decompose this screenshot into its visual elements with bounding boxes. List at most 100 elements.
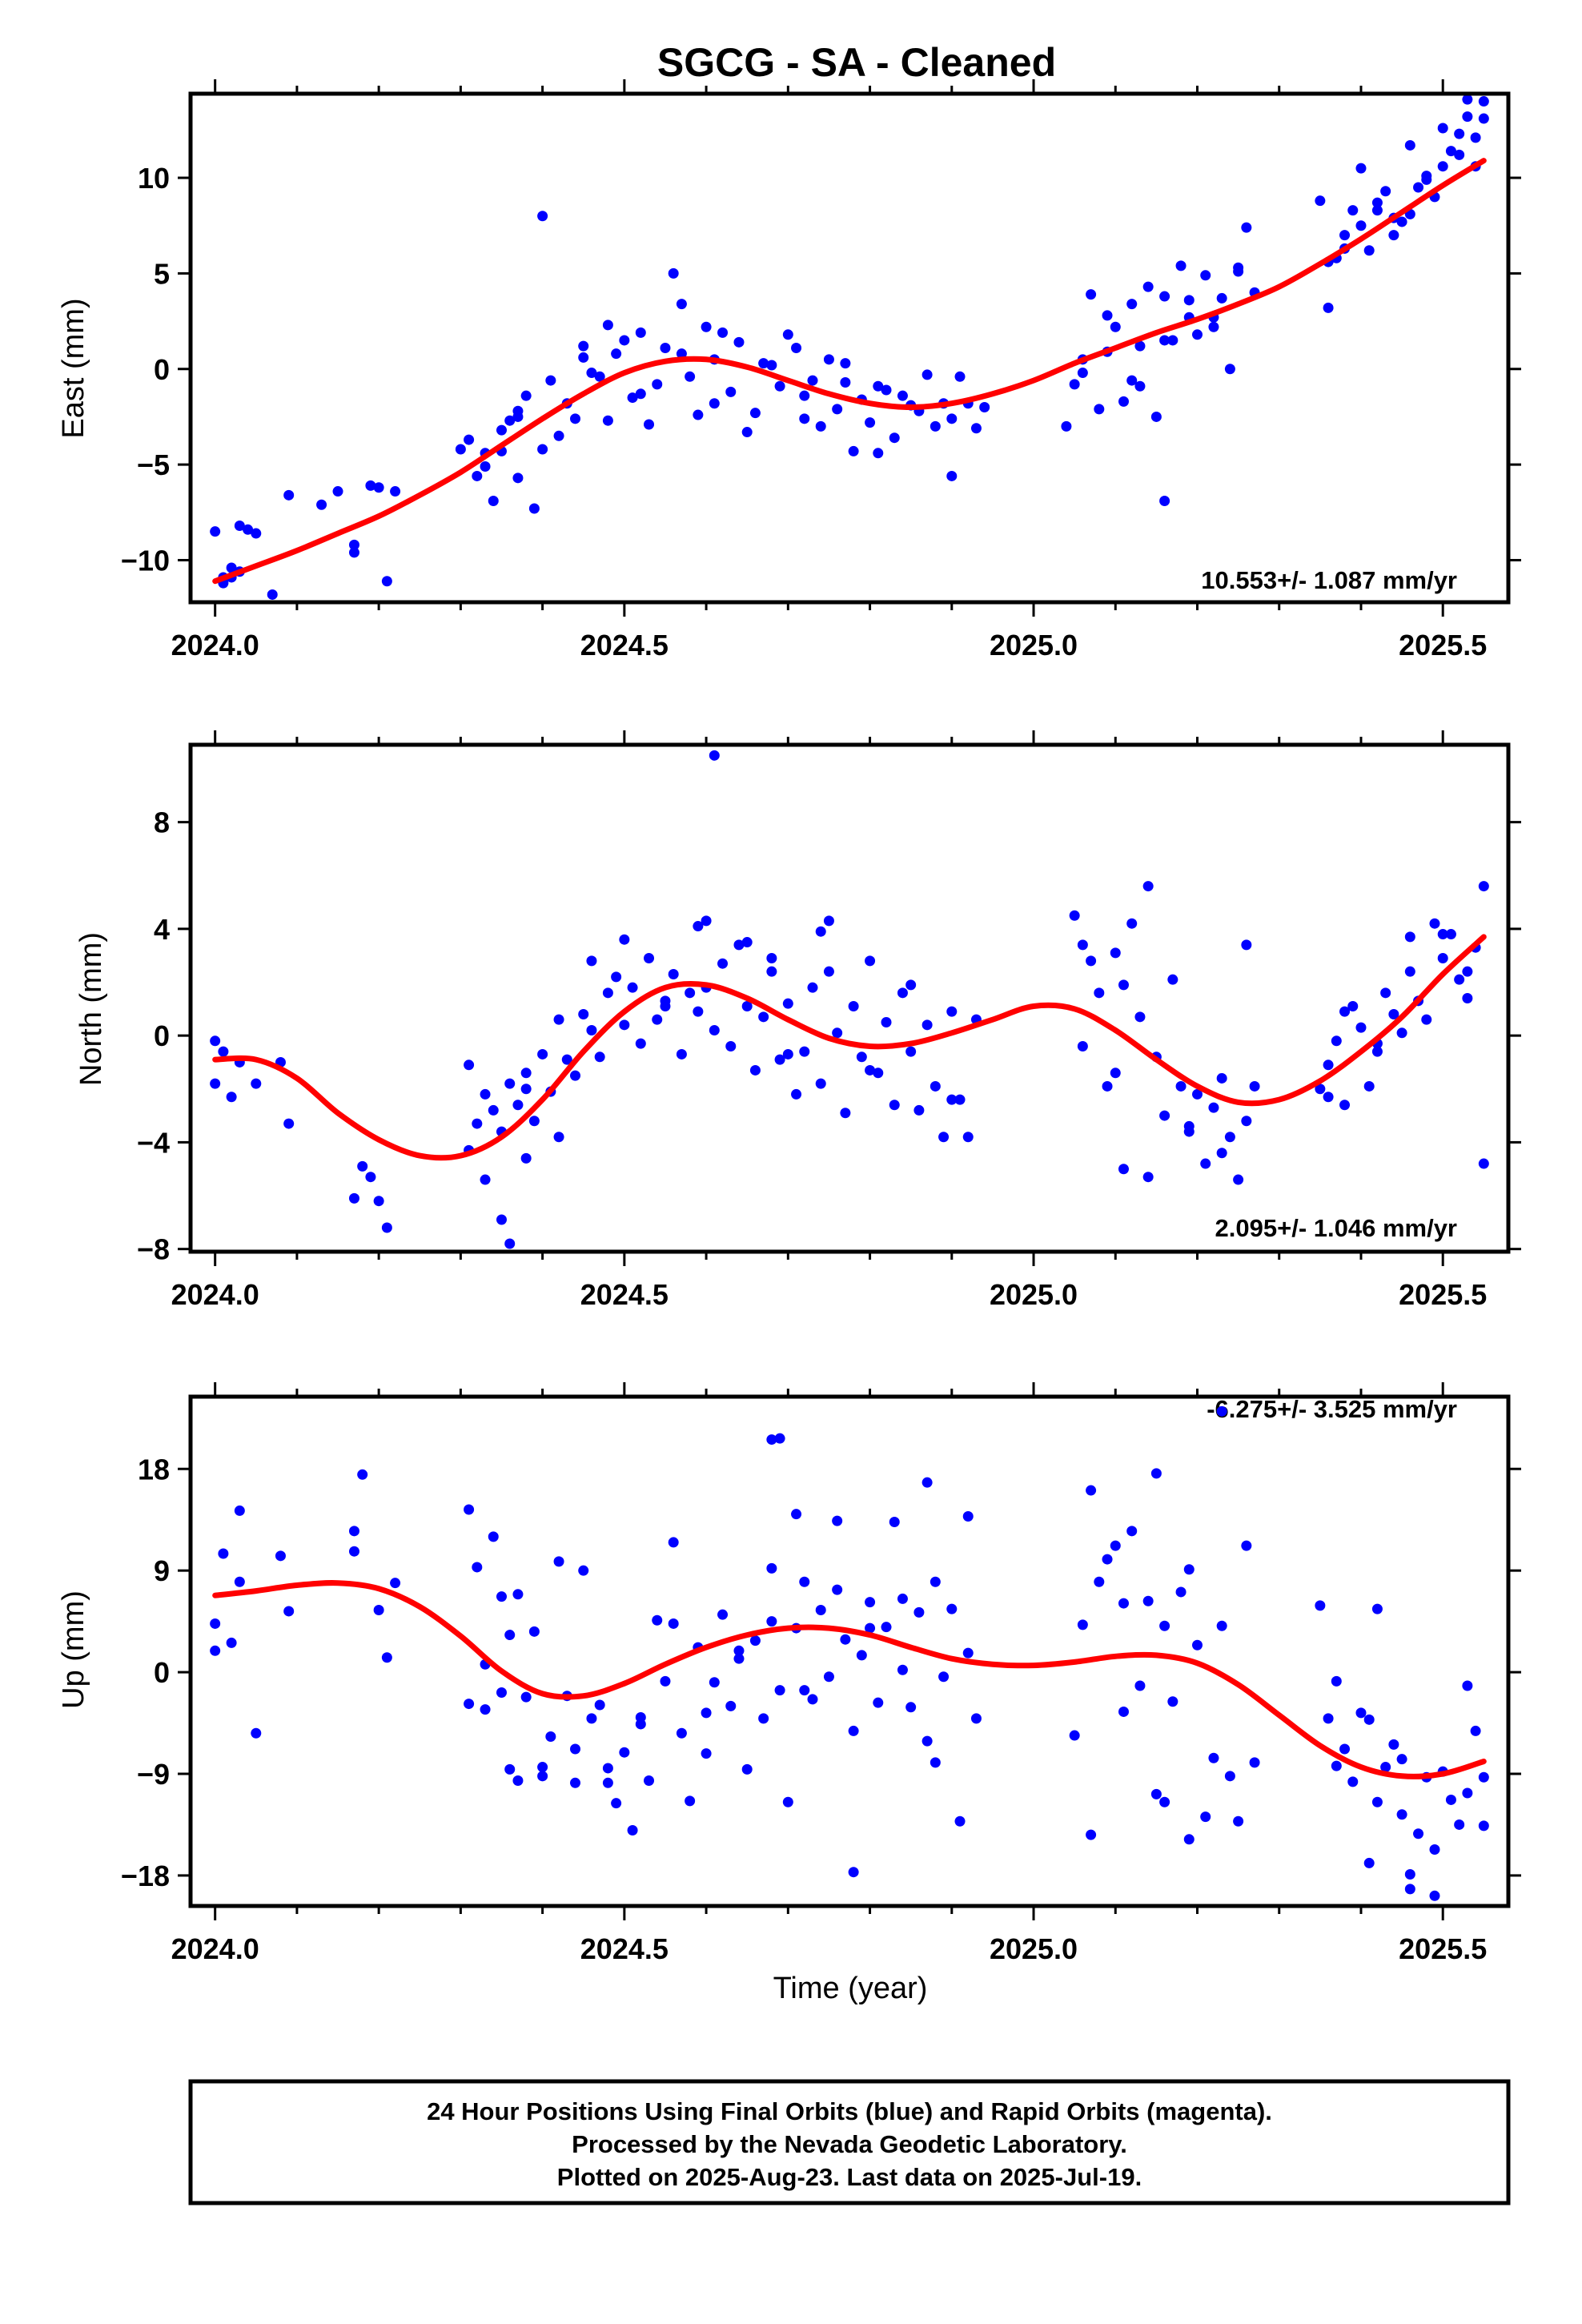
up-data-point [766, 1434, 777, 1445]
up-y-tick-label: 18 [138, 1453, 170, 1486]
up-data-point [668, 1618, 679, 1629]
north-data-point [1315, 1084, 1326, 1095]
north-data-point [1371, 1046, 1383, 1057]
north-data-point [725, 1040, 737, 1051]
north-data-point [480, 1088, 491, 1100]
up-data-point [1150, 1788, 1162, 1799]
up-y-tick-label: −18 [121, 1860, 170, 1892]
north-data-point [1462, 966, 1473, 977]
north-y-tick-label: −4 [137, 1126, 170, 1159]
north-data-point [553, 1014, 564, 1025]
up-data-point [1470, 1725, 1481, 1736]
east-data-point [1142, 281, 1154, 292]
up-data-point [602, 1777, 613, 1788]
east-data-point [652, 379, 663, 390]
north-data-point [1249, 1080, 1260, 1092]
north-data-point [1102, 1080, 1113, 1092]
up-data-point [1454, 1819, 1465, 1830]
east-data-point [1134, 380, 1146, 392]
up-data-point [348, 1526, 359, 1537]
up-data-point [472, 1562, 483, 1573]
east-y-tick-label: 10 [138, 162, 170, 195]
up-data-point [741, 1763, 753, 1775]
north-data-point [644, 953, 655, 964]
north-data-point [480, 1174, 491, 1185]
east-data-point [1371, 197, 1383, 208]
up-data-point [717, 1609, 729, 1620]
up-data-point [1224, 1771, 1235, 1782]
up-data-point [1102, 1554, 1113, 1565]
east-data-point [749, 408, 761, 419]
north-data-point [749, 1064, 761, 1076]
up-data-point [218, 1548, 229, 1559]
up-data-point [528, 1626, 540, 1637]
up-data-point [1363, 1714, 1375, 1725]
east-data-point [1134, 340, 1146, 352]
north-data-point [832, 1027, 843, 1039]
east-data-point [815, 420, 826, 432]
north-data-point [1241, 1116, 1252, 1127]
up-data-point [848, 1725, 859, 1736]
up-data-point [913, 1606, 925, 1618]
north-data-point [709, 750, 720, 761]
up-panel: Up (mm) -6.275+/- 3.525 mm/yr 2024.0 2024… [57, 1382, 1521, 1965]
north-data-point [1429, 918, 1440, 929]
east-data-point [390, 486, 401, 497]
up-data-point [1388, 1739, 1399, 1750]
north-data-point [561, 1054, 572, 1065]
east-data-point [1102, 310, 1113, 321]
caption-line-1: 24 Hour Positions Using Final Orbits (bl… [427, 2097, 1272, 2125]
east-data-point [1454, 149, 1465, 160]
east-data-point [1241, 222, 1252, 233]
east-data-point [365, 480, 376, 491]
east-data-point [504, 415, 516, 426]
north-data-point [946, 1006, 958, 1017]
north-data-point [1478, 1158, 1489, 1169]
up-data-point [782, 1796, 793, 1807]
east-data-point [635, 388, 646, 400]
north-data-point [586, 1024, 597, 1035]
east-data-point [1159, 291, 1170, 302]
north-data-point [1478, 881, 1489, 892]
east-y-tick-label: −5 [137, 448, 170, 481]
east-data-point [644, 419, 655, 430]
up-data-point [799, 1685, 810, 1696]
east-data-point [1478, 96, 1489, 107]
up-fit-curve [212, 1580, 1487, 1779]
east-data-point [1355, 220, 1367, 231]
east-data-point [602, 415, 613, 426]
east-x-tick-label: 2025.0 [990, 629, 1078, 661]
east-data-point [954, 371, 966, 382]
east-data-point [848, 445, 859, 456]
up-data-point [602, 1763, 613, 1774]
east-data-point [685, 371, 696, 382]
north-data-point [1167, 974, 1178, 985]
caption-box: 24 Hour Positions Using Final Orbits (bl… [188, 2079, 1511, 2205]
up-data-point [635, 1719, 646, 1730]
north-data-point [1192, 1088, 1203, 1100]
east-plot-frame [188, 91, 1511, 605]
north-y-axis-label: North (mm) [74, 932, 108, 1086]
chart-title: SGCG - SA - Cleaned [657, 40, 1056, 85]
up-data-point [725, 1700, 737, 1711]
up-data-point [938, 1671, 950, 1683]
up-data-point [1110, 1540, 1121, 1551]
up-data-point [970, 1713, 982, 1724]
east-data-point [570, 413, 581, 424]
east-data-point [512, 411, 524, 422]
north-data-point [799, 1046, 810, 1057]
up-data-point [962, 1510, 974, 1522]
north-data-point [782, 1048, 793, 1059]
up-data-point [1216, 1620, 1227, 1631]
north-data-point [1077, 1040, 1088, 1051]
up-data-point [210, 1618, 221, 1629]
east-panel: East (mm) 10.553+/- 1.087 mm/yr 2024.0 20… [57, 79, 1521, 661]
north-data-point [1110, 947, 1121, 959]
east-data-point [553, 430, 564, 441]
east-data-point [1159, 335, 1170, 346]
east-data-point [496, 424, 507, 436]
up-data-point [553, 1556, 564, 1567]
north-data-point [520, 1068, 532, 1079]
up-data-point [733, 1653, 745, 1664]
north-x-tick-label: 2025.5 [1399, 1278, 1487, 1311]
